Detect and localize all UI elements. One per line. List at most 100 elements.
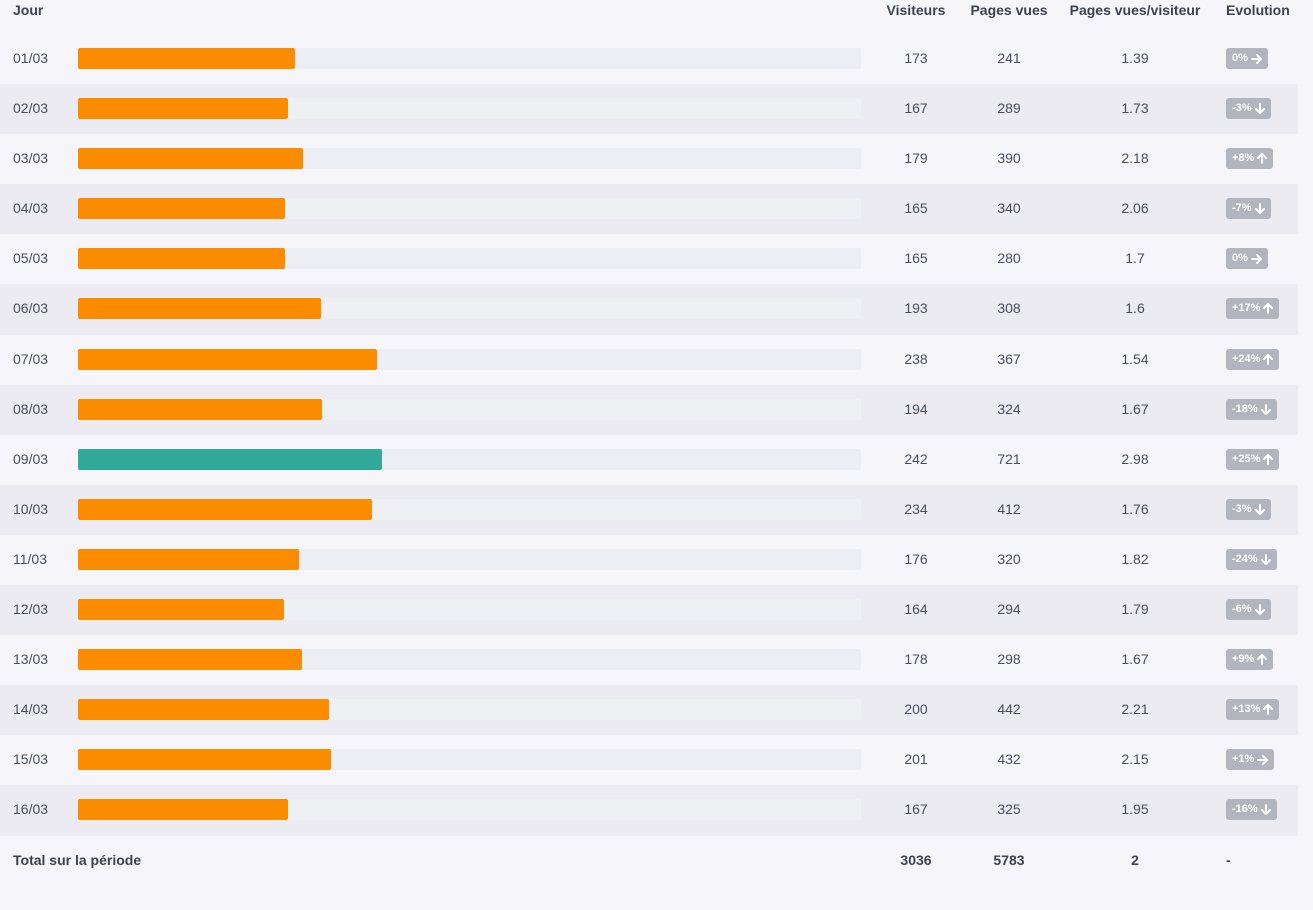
header-day[interactable]: Jour [13, 2, 44, 18]
visitors-bar [78, 248, 285, 270]
evolution-value: +17% [1232, 302, 1261, 315]
row-pages-per-visitor: 1.73 [1121, 100, 1149, 117]
evolution-value: +9% [1232, 653, 1255, 666]
row-pageviews: 721 [997, 450, 1021, 467]
arrow-down-icon [1254, 103, 1265, 115]
arrow-up-icon [1263, 353, 1274, 365]
row-pageviews: 412 [997, 500, 1021, 517]
table-row: 14/03 200 442 2.21 +13% [0, 685, 1298, 736]
arrow-down-icon [1254, 203, 1265, 215]
row-day: 14/03 [13, 701, 49, 718]
row-pages-per-visitor: 1.82 [1121, 550, 1149, 567]
row-day: 04/03 [13, 200, 49, 217]
evolution-value: 0% [1232, 252, 1248, 265]
row-pageviews: 324 [997, 400, 1021, 417]
evolution-badge: -6% [1226, 599, 1271, 621]
row-pageviews: 390 [997, 150, 1021, 167]
row-visitors: 173 [904, 50, 928, 66]
evolution-badge: -7% [1226, 198, 1271, 220]
total-pageviews: 5783 [993, 851, 1025, 868]
table-row: 01/03 173 241 1.39 0% [0, 34, 1298, 84]
arrow-up-icon [1263, 453, 1274, 465]
visitors-bar-track [78, 48, 861, 69]
visitors-bar [78, 799, 288, 821]
table-row: 07/03 238 367 1.54 +24% [0, 335, 1298, 385]
total-row: Total sur la période 3036 5783 2 - [0, 836, 1298, 886]
visitors-bar [78, 699, 329, 721]
visitors-bar [78, 398, 322, 420]
evolution-value: -18% [1232, 402, 1258, 415]
row-visitors: 242 [904, 450, 928, 467]
row-day: 15/03 [13, 751, 49, 768]
arrow-down-icon [1254, 604, 1265, 616]
evolution-value: +8% [1232, 152, 1255, 165]
visitors-bar [78, 599, 284, 621]
table-row: 10/03 234 412 1.76 -3% [0, 484, 1298, 535]
header-visitors[interactable]: Visiteurs [886, 2, 946, 18]
row-day: 07/03 [13, 350, 49, 367]
arrow-up-icon [1263, 303, 1274, 315]
total-evolution: - [1226, 851, 1231, 868]
visitors-bar [78, 749, 331, 771]
arrow-up-icon [1257, 153, 1268, 165]
table-row: 16/03 167 325 1.95 -16% [0, 785, 1298, 836]
row-visitors: 194 [904, 400, 928, 417]
visitors-bar-track [78, 448, 861, 470]
visitors-bar-track [78, 198, 861, 220]
arrow-up-icon [1263, 704, 1274, 716]
evolution-badge: +13% [1226, 699, 1280, 721]
arrow-down-icon [1260, 553, 1271, 565]
row-day: 05/03 [13, 250, 49, 267]
visitors-bar [78, 649, 302, 671]
visitors-bar-track [78, 248, 861, 270]
arrow-down-icon [1260, 403, 1271, 415]
visitors-bar-track [78, 649, 861, 671]
evolution-value: -6% [1232, 603, 1252, 616]
evolution-value: -24% [1232, 552, 1258, 565]
row-pageviews: 340 [997, 200, 1021, 217]
header-evolution[interactable]: Evolution [1226, 2, 1290, 18]
arrow-right-icon [1250, 53, 1262, 64]
row-pageviews: 325 [997, 801, 1021, 818]
visitors-bar-track [78, 498, 861, 520]
visitors-bar-track [78, 398, 861, 420]
row-pages-per-visitor: 2.21 [1121, 701, 1149, 718]
evolution-badge: +1% [1226, 749, 1275, 771]
total-visitors: 3036 [900, 851, 932, 868]
table-row: 05/03 165 280 1.7 0% [0, 234, 1298, 284]
evolution-badge: -18% [1226, 398, 1277, 420]
header-pageviews[interactable]: Pages vues [970, 2, 1048, 18]
row-visitors: 167 [904, 100, 928, 117]
visitors-bar [78, 48, 295, 69]
row-pages-per-visitor: 1.54 [1121, 350, 1149, 367]
table-row: 04/03 165 340 2.06 -7% [0, 184, 1298, 235]
header-pages-per-visitor[interactable]: Pages vues/visiteur [1069, 2, 1201, 18]
visitors-bar-track [78, 799, 861, 821]
row-day: 03/03 [13, 150, 49, 167]
row-pageviews: 280 [997, 250, 1021, 267]
daily-stats-table: Jour Visiteurs Pages vues Pages vues/vis… [0, 2, 1298, 886]
row-visitors: 200 [904, 701, 928, 718]
row-pages-per-visitor: 2.18 [1121, 150, 1149, 167]
row-day: 01/03 [13, 50, 49, 66]
row-visitors: 193 [904, 300, 928, 317]
table-body: 01/03 173 241 1.39 0% 02/03 167 289 1.73 -3% 03/03… [0, 34, 1298, 836]
row-day: 02/03 [13, 100, 49, 117]
row-pages-per-visitor: 1.95 [1121, 801, 1149, 818]
evolution-badge: +25% [1226, 448, 1280, 470]
visitors-bar [78, 198, 285, 220]
row-pageviews: 442 [997, 701, 1021, 718]
row-pageviews: 367 [997, 350, 1021, 367]
row-pageviews: 289 [997, 100, 1021, 117]
row-pages-per-visitor: 1.79 [1121, 601, 1149, 618]
evolution-value: -16% [1232, 803, 1258, 816]
evolution-value: +13% [1232, 703, 1261, 716]
visitors-bar-track [78, 348, 861, 370]
arrow-up-icon [1257, 654, 1268, 666]
row-visitors: 234 [904, 500, 928, 517]
visitors-bar [78, 148, 303, 170]
row-day: 12/03 [13, 601, 49, 618]
evolution-badge: -3% [1226, 498, 1271, 520]
row-pageviews: 308 [997, 300, 1021, 317]
row-pages-per-visitor: 1.67 [1121, 400, 1149, 417]
